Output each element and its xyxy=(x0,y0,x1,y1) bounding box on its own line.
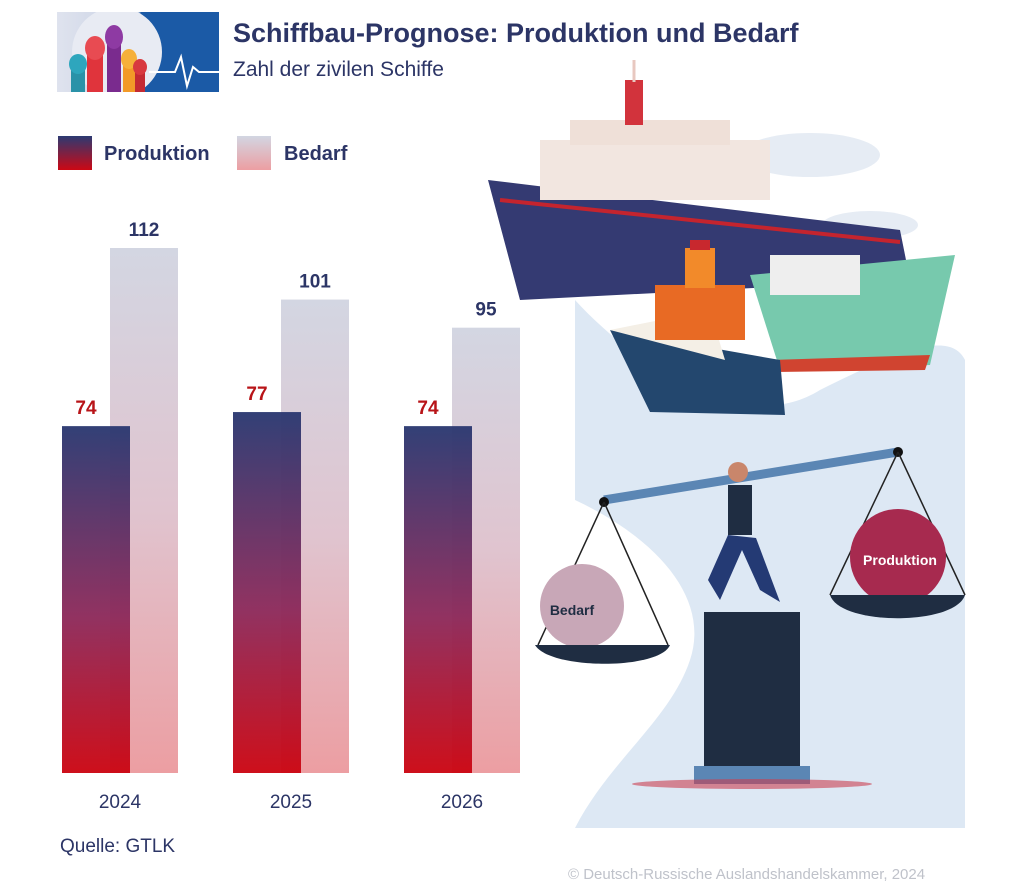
page-subtitle: Zahl der zivilen Schiffe xyxy=(233,58,444,81)
x-tick-label-2025: 2025 xyxy=(270,792,312,813)
value-label-produktion-2024: 74 xyxy=(75,398,97,419)
copyright-note: © Deutsch-Russische Auslandshandelskamme… xyxy=(568,866,926,883)
bar-produktion-2025 xyxy=(233,412,301,773)
passenger-ship-icon xyxy=(750,255,955,372)
balance-scale-icon: Bedarf Produktion xyxy=(535,447,966,789)
logo-image xyxy=(57,12,219,92)
onion-domes-icon xyxy=(69,25,147,92)
legend-swatch-demand xyxy=(237,136,271,170)
legend-label-demand: Bedarf xyxy=(284,143,348,165)
legend-swatch-production xyxy=(58,136,92,170)
value-label-bedarf-2026: 95 xyxy=(475,300,497,321)
bar-produktion-2024 xyxy=(62,426,130,773)
heartbeat-line-icon xyxy=(149,53,219,90)
legend-label-production: Produktion xyxy=(104,143,210,165)
x-tick-label-2024: 2024 xyxy=(99,792,142,813)
icebreaker-ship-icon xyxy=(610,240,785,415)
ships-and-scale-illustration: Bedarf Produktion xyxy=(488,60,966,828)
source-note: Quelle: GTLK xyxy=(60,836,176,857)
x-tick-label-2026: 2026 xyxy=(441,792,483,813)
value-label-produktion-2026: 74 xyxy=(417,398,439,419)
bar-produktion-2026 xyxy=(404,426,472,773)
page-title: Schiffbau-Prognose: Produktion und Bedar… xyxy=(233,18,799,48)
value-label-bedarf-2024: 112 xyxy=(129,220,160,241)
value-label-produktion-2025: 77 xyxy=(246,384,267,405)
value-label-bedarf-2025: 101 xyxy=(299,272,331,293)
scale-label-bedarf: Bedarf xyxy=(550,602,595,618)
scale-label-produktion: Produktion xyxy=(863,552,937,568)
bar-chart: 112 74 2024 101 77 2025 95 74 2026 xyxy=(62,220,520,813)
